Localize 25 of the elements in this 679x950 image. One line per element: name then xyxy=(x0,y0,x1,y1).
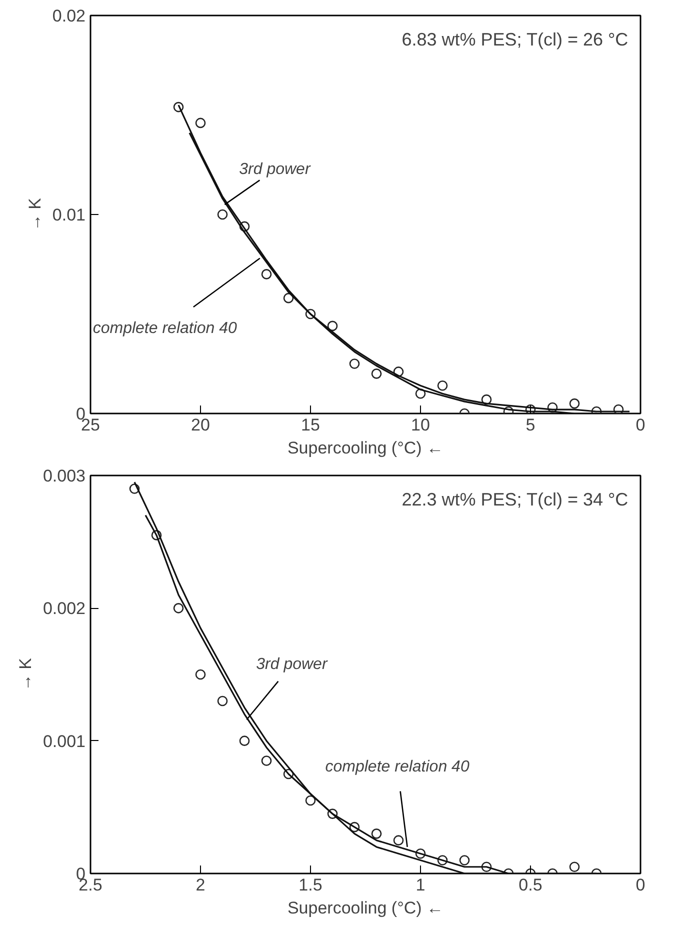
annotation: 3rd power xyxy=(239,161,311,178)
x-tick-label: 0.5 xyxy=(518,876,542,894)
y-tick-label: 0.002 xyxy=(42,599,86,618)
annotation: complete relation 40 xyxy=(325,758,470,776)
y-tick-label: 0.003 xyxy=(42,466,86,486)
y-axis-title: → K xyxy=(16,657,35,692)
x-tick-label: 0 xyxy=(636,416,646,434)
y-tick-label: 0.01 xyxy=(52,206,86,224)
y-tick-label: 0.02 xyxy=(52,6,86,26)
annotation: 22.3 wt% PES; T(cl) = 34 °C xyxy=(402,490,628,510)
annotation: complete relation 40 xyxy=(92,320,238,337)
x-tick-label: 15 xyxy=(301,416,320,434)
x-axis-title: Supercooling (°C) ← xyxy=(287,438,444,458)
annotation: 6.83 wt% PES; T(cl) = 26 °C xyxy=(402,30,628,50)
x-tick-label: 2 xyxy=(196,876,206,894)
x-tick-label: 5 xyxy=(526,416,536,434)
x-tick-label: 1.5 xyxy=(298,876,322,894)
x-tick-label: 1 xyxy=(416,876,426,894)
y-tick-label: 0.001 xyxy=(42,732,86,751)
x-tick-label: 20 xyxy=(191,416,210,434)
x-tick-label: 10 xyxy=(411,416,430,434)
x-axis-title: Supercooling (°C) ← xyxy=(287,898,444,918)
y-axis-title: → K xyxy=(25,197,44,232)
annotation: 3rd power xyxy=(256,656,328,674)
x-tick-label: 0 xyxy=(636,876,646,894)
